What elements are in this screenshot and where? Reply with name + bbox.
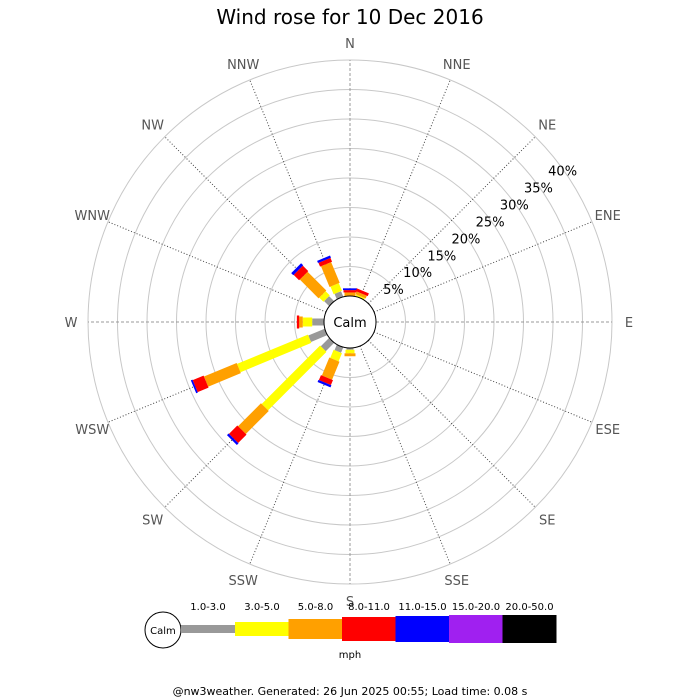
spoke-se [368,340,536,508]
legend-swatch-7 [502,615,557,643]
calm-circle-group: Calm [323,295,377,349]
legend-label-6: 15.0-20.0 [452,602,500,613]
petal-sw-bin-1 [320,337,335,352]
direction-label-s: S [346,595,354,610]
petal-nw-bin-4 [293,265,309,281]
legend-label-3: 5.0-8.0 [298,602,333,613]
ring-5 [294,266,406,378]
petal-nw-bin-2 [319,291,330,302]
ring-label-10: 10% [403,266,432,281]
ring-label-40: 40% [548,165,577,180]
legend-calm-label: Calm [150,626,176,637]
ring-label-15: 15% [427,249,456,264]
spoke-ene [373,221,593,313]
direction-label-wnw: WNW [75,209,111,224]
wind-petals [190,255,369,446]
legend-label-5: 11.0-15.0 [398,602,446,613]
direction-labels: N NNE NE ENE E ESE SE SSE S SSW SW WSW W WNW NW NNW [65,37,634,610]
legend-swatch-1 [181,625,235,633]
legend-swatch-5 [395,616,450,642]
petal-nw-bin-1 [324,296,335,307]
direction-label-w: W [65,316,78,331]
legend-swatch-4 [342,617,396,641]
legend-unit-label: mph [339,650,361,661]
petal-ssw-bin-3 [321,357,340,380]
spoke-sse [359,345,451,565]
direction-label-se: SE [539,513,555,528]
petal-wsw-bin-4 [192,375,209,393]
footer-text: @nw3weather. Generated: 26 Jun 2025 00:5… [173,685,528,698]
petal-ssw-bin-5 [317,379,332,388]
petal-nnw-bin-3 [320,262,340,288]
ring-labels: 5% 10% 15% 20% 25%30% 35% 40% [383,165,577,298]
legend-swatch-6 [449,615,503,643]
ring-label-20: 20% [452,232,481,247]
spoke-nne [359,79,451,299]
petal-ssw-bin-1 [334,344,344,353]
petal-nne-bin-4 [355,288,369,297]
petal-nnw-bin-1 [334,291,344,300]
spoke-wnw [107,221,327,313]
ring-label-25: 25% [476,215,505,230]
legend-label-2: 3.0-5.0 [244,602,279,613]
ring-label-5: 5% [383,283,404,298]
legend-label-7: 20.0-50.0 [505,602,553,613]
chart-title: Wind rose for 10 Dec 2016 [216,5,483,29]
petal-sw-bin-5 [226,433,239,446]
petal-sw-bin-4 [228,425,247,444]
petal-nw-bin-3 [299,271,327,299]
ring-15 [235,207,465,437]
petal-wsw-bin-1 [308,328,328,342]
spoke-ese [373,331,593,423]
petal-wsw-bin-5 [190,379,198,394]
petal-sw-bin-3 [238,403,269,434]
direction-label-n: N [345,37,355,52]
direction-label-nw: NW [141,119,164,134]
direction-label-ne: NE [538,119,556,134]
direction-label-nnw: NNW [227,58,259,73]
petal-nw-bin-5 [291,263,304,276]
legend-label-4: 8.0-11.0 [348,602,390,613]
ring-label-30: 30% [500,199,529,214]
legend-label-1: 1.0-3.0 [190,602,225,613]
petal-wsw-bin-3 [203,362,241,387]
petal-sw-bin-2 [261,345,327,411]
direction-label-nne: NNE [443,58,471,73]
direction-label-wsw: WSW [75,423,109,438]
calm-label: Calm [333,316,366,331]
petal-ssw-bin-4 [318,375,333,386]
direction-label-sw: SW [142,513,163,528]
ring-10 [264,236,436,408]
petal-nne-bin-3 [355,291,367,299]
petal-ssw-bin-2 [330,349,342,362]
spoke-ne [368,136,536,304]
legend-swatch-3 [288,619,343,639]
petal-nnw-bin-2 [330,283,342,295]
direction-label-ssw: SSW [229,574,259,589]
petal-nnw-bin-4 [318,257,333,267]
direction-label-ene: ENE [595,209,621,224]
ring-label-35: 35% [524,182,553,197]
petal-nnw-bin-5 [317,255,331,264]
direction-label-e: E [625,316,633,331]
legend-swatch-2 [235,622,289,636]
petal-wsw-bin-2 [237,334,312,373]
speed-legend: Calm 1.0-3.0 3.0-5.0 5.0-8.0 8.0-11.0 11.0-1… [144,602,557,661]
direction-label-ese: ESE [595,423,620,438]
direction-label-sse: SSE [444,574,469,589]
calm-circle [323,295,377,349]
